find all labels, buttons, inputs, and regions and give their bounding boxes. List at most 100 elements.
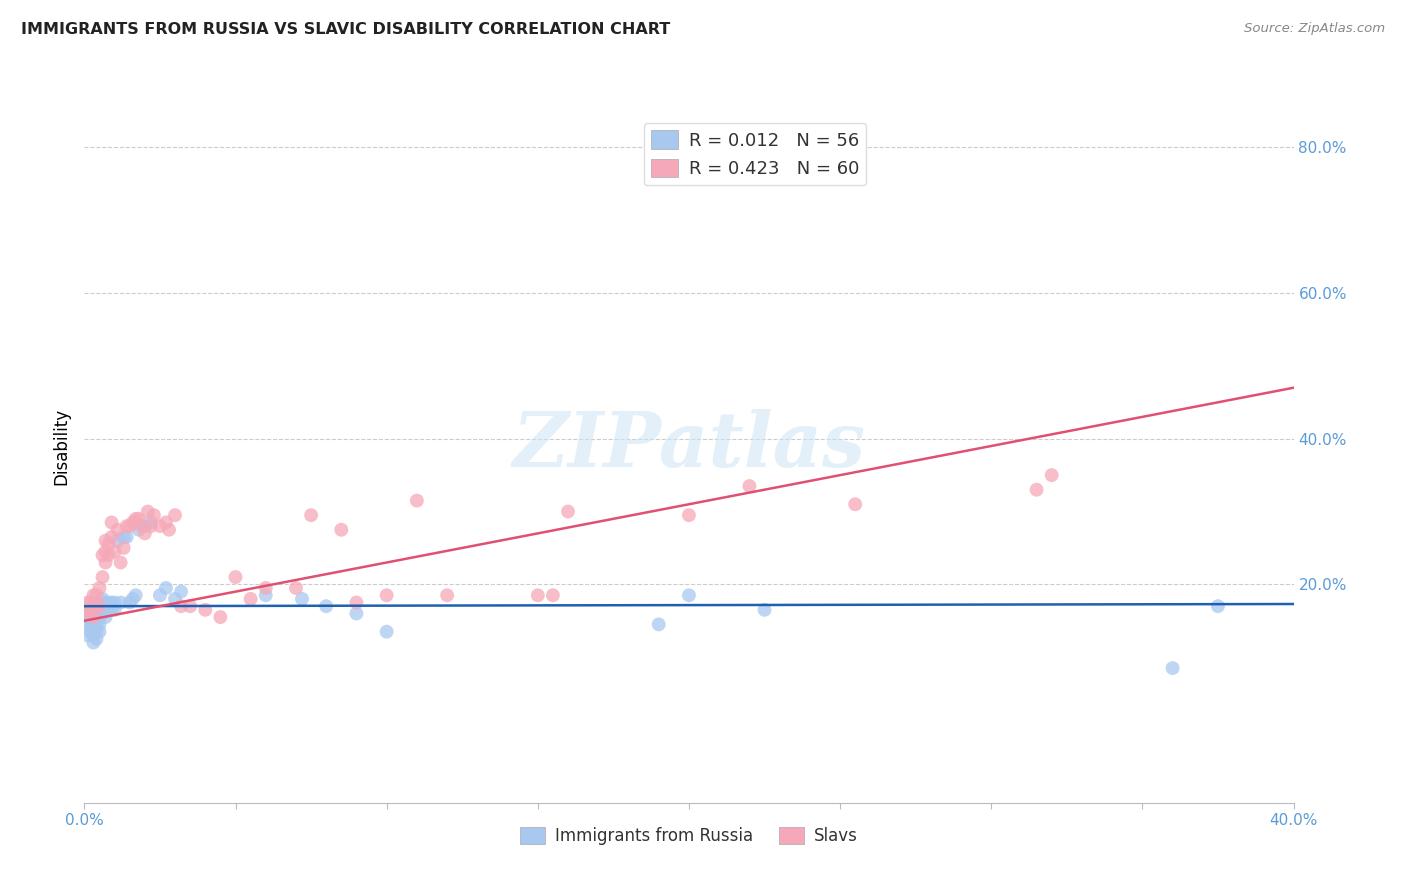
Point <box>165 591 187 606</box>
Point <box>436 588 458 602</box>
Point <box>330 523 353 537</box>
Point <box>1040 468 1063 483</box>
Point <box>86 632 108 646</box>
Point <box>91 607 114 621</box>
Point <box>738 479 761 493</box>
Point <box>118 519 141 533</box>
Point <box>94 556 117 570</box>
Point <box>91 599 114 614</box>
Point <box>527 588 550 602</box>
Point <box>89 599 111 614</box>
Point <box>86 624 108 639</box>
Point <box>346 596 368 610</box>
Point <box>79 610 101 624</box>
Text: Source: ZipAtlas.com: Source: ZipAtlas.com <box>1244 22 1385 36</box>
Point <box>79 603 101 617</box>
Point <box>100 603 122 617</box>
Point <box>678 588 700 602</box>
Point <box>239 591 262 606</box>
Point <box>89 581 111 595</box>
Point <box>76 596 98 610</box>
Point <box>86 610 108 624</box>
Point <box>89 603 111 617</box>
Point <box>91 591 114 606</box>
Point <box>97 537 120 551</box>
Legend: Immigrants from Russia, Slavs: Immigrants from Russia, Slavs <box>513 820 865 852</box>
Point <box>89 617 111 632</box>
Point <box>170 599 193 614</box>
Text: ZIPatlas: ZIPatlas <box>512 409 866 483</box>
Point <box>291 591 314 606</box>
Point <box>149 519 172 533</box>
Point <box>110 596 132 610</box>
Point <box>107 523 129 537</box>
Point <box>557 504 579 518</box>
Point <box>89 610 111 624</box>
Point <box>110 556 132 570</box>
Point <box>118 596 141 610</box>
Text: IMMIGRANTS FROM RUSSIA VS SLAVIC DISABILITY CORRELATION CHART: IMMIGRANTS FROM RUSSIA VS SLAVIC DISABIL… <box>21 22 671 37</box>
Point <box>155 516 177 530</box>
Point <box>86 588 108 602</box>
Point <box>128 512 150 526</box>
Point <box>131 519 153 533</box>
Point <box>115 530 138 544</box>
Point <box>149 588 172 602</box>
Point <box>170 584 193 599</box>
Point <box>79 596 101 610</box>
Point <box>82 588 104 602</box>
Point <box>94 596 117 610</box>
Point <box>139 519 162 533</box>
Point <box>82 635 104 649</box>
Point <box>76 617 98 632</box>
Point <box>254 581 277 595</box>
Point <box>82 628 104 642</box>
Point <box>97 548 120 562</box>
Point <box>844 497 866 511</box>
Point <box>165 508 187 523</box>
Point <box>82 607 104 621</box>
Point <box>104 603 127 617</box>
Point <box>134 526 156 541</box>
Point <box>94 610 117 624</box>
Y-axis label: Disability: Disability <box>52 408 70 484</box>
Point <box>346 607 368 621</box>
Point <box>285 581 308 595</box>
Point <box>678 508 700 523</box>
Point <box>97 603 120 617</box>
Point <box>100 596 122 610</box>
Point <box>107 533 129 548</box>
Point <box>299 508 322 523</box>
Point <box>1025 483 1047 497</box>
Point <box>157 523 180 537</box>
Point <box>315 599 337 614</box>
Point <box>82 621 104 635</box>
Point <box>375 588 398 602</box>
Point <box>94 544 117 558</box>
Point <box>79 624 101 639</box>
Point <box>82 599 104 614</box>
Point <box>76 628 98 642</box>
Point <box>76 610 98 624</box>
Point <box>112 530 135 544</box>
Point <box>79 617 101 632</box>
Point <box>121 516 143 530</box>
Point <box>97 596 120 610</box>
Point <box>104 544 127 558</box>
Point <box>142 508 165 523</box>
Point <box>86 599 108 614</box>
Point <box>76 603 98 617</box>
Point <box>91 548 114 562</box>
Point <box>94 603 117 617</box>
Point <box>406 493 429 508</box>
Point <box>541 588 564 602</box>
Point <box>194 603 217 617</box>
Point <box>82 610 104 624</box>
Point <box>179 599 201 614</box>
Point <box>209 610 232 624</box>
Point <box>82 614 104 628</box>
Point <box>100 516 122 530</box>
Point <box>121 591 143 606</box>
Point <box>225 570 247 584</box>
Point <box>254 588 277 602</box>
